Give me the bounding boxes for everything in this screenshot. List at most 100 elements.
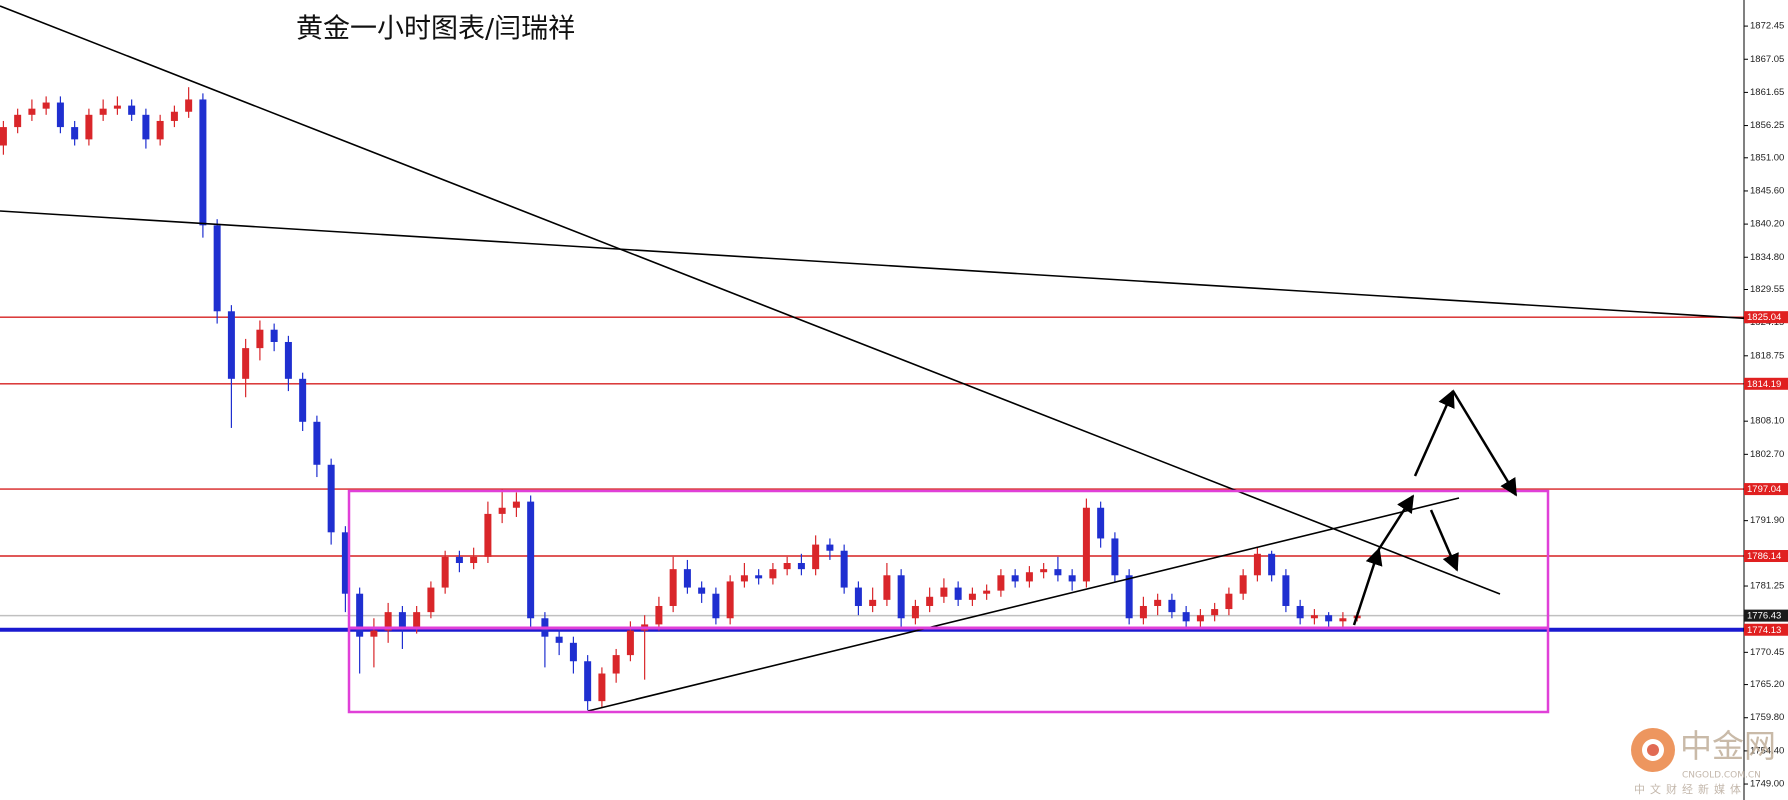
candle-body <box>669 569 677 606</box>
y-tick-label: 1856.25 <box>1750 120 1784 131</box>
candle-body <box>227 311 235 379</box>
candle-body <box>213 225 221 312</box>
candle-body <box>1011 575 1019 582</box>
candle-body <box>940 587 948 597</box>
y-tick-label: 1802.70 <box>1750 449 1784 460</box>
chart-title: 黄金一小时图表/闫瑞祥 <box>296 14 575 45</box>
candle-body <box>71 127 79 140</box>
candle-body <box>1310 615 1318 619</box>
price-label-box <box>1744 483 1788 496</box>
candle-body <box>156 120 164 140</box>
y-tick-label: 1845.60 <box>1750 185 1784 196</box>
price-label: 1825.04 <box>1747 312 1781 323</box>
candle-body <box>170 111 178 121</box>
candle-body <box>398 612 406 628</box>
candle-body <box>584 661 592 702</box>
candle-body <box>1097 507 1105 539</box>
candle-body <box>769 569 777 579</box>
y-tick-label: 1867.05 <box>1750 54 1784 65</box>
candle-body <box>85 114 93 140</box>
candle-body <box>655 605 663 625</box>
candle-body <box>1054 569 1062 576</box>
trend-line <box>0 210 1788 322</box>
price-label-box <box>1744 609 1788 622</box>
candle-body <box>897 575 905 619</box>
candle-body <box>883 575 891 600</box>
price-label-box <box>1744 311 1788 324</box>
support-line <box>587 497 1460 712</box>
arrow <box>1429 509 1459 572</box>
candle-body <box>498 507 506 514</box>
trend-line <box>0 5 1501 595</box>
candle-body <box>598 673 606 702</box>
candle-body <box>555 636 563 643</box>
candle-body <box>726 581 734 619</box>
candle-body <box>1182 612 1190 622</box>
candle-body <box>1111 538 1119 576</box>
candle-body <box>299 378 307 422</box>
range-box <box>347 489 1550 714</box>
candle-body <box>527 501 535 619</box>
candle-body <box>826 544 834 551</box>
candle-body <box>327 464 335 533</box>
candle-body <box>28 108 36 115</box>
price-label: 1774.13 <box>1747 625 1781 636</box>
candle-body <box>1154 599 1162 606</box>
candle-body <box>455 556 463 564</box>
y-tick-label: 1781.25 <box>1750 581 1784 592</box>
arrow <box>1413 389 1455 477</box>
candle-body <box>313 421 321 465</box>
candle-body <box>911 605 919 619</box>
candle-body <box>1268 553 1276 576</box>
annotations <box>0 5 1788 714</box>
candle-body <box>242 348 250 379</box>
candle-body <box>1082 507 1090 582</box>
candle-body <box>1253 553 1261 576</box>
y-tick-label: 1829.55 <box>1750 284 1784 295</box>
y-tick-label: 1840.20 <box>1750 219 1784 230</box>
candle-body <box>14 114 22 128</box>
candle-body <box>840 550 848 588</box>
candle-body <box>869 599 877 606</box>
watermark-domain: CNGOLD.COM.CN <box>1682 771 1761 781</box>
candle-body <box>1025 572 1033 582</box>
candle-body <box>370 630 378 637</box>
logo <box>1647 744 1659 756</box>
candle-body <box>983 590 991 594</box>
candle-body <box>384 612 392 631</box>
candle-body <box>256 329 264 349</box>
candle-body <box>1068 575 1076 582</box>
y-axis-ticks: 1872.45 1867.05 1861.65 1856.25 1851.00 1845.… <box>1744 21 1784 790</box>
candle-body <box>356 593 364 637</box>
candle-body <box>284 341 292 379</box>
price-labels: 1825.04 1814.19 1797.04 1786.14 1776.43 1774.… <box>1744 311 1788 636</box>
y-tick-label: 1851.00 <box>1750 152 1784 163</box>
candle-body <box>683 569 691 588</box>
candle-body <box>42 102 50 109</box>
candle-body <box>441 556 449 588</box>
candle-body <box>113 105 121 109</box>
candle-body <box>1168 599 1176 613</box>
candle-body <box>1125 575 1133 619</box>
candle-body <box>740 575 748 582</box>
candle-body <box>185 99 193 112</box>
price-label-box <box>1744 550 1788 563</box>
watermark: 中金网 CNGOLD.COM.CN 中文财经新媒体 <box>1631 727 1776 796</box>
candle-body <box>413 612 421 628</box>
candle-body <box>1211 609 1219 616</box>
y-tick-label: 1818.75 <box>1750 350 1784 361</box>
candle-body <box>1225 593 1233 610</box>
arrow <box>1352 547 1383 626</box>
candle-body <box>569 642 577 662</box>
arrow <box>1451 390 1518 497</box>
y-tick-label: 1808.10 <box>1750 416 1784 427</box>
candle-body <box>270 329 278 342</box>
candle-body <box>470 556 478 564</box>
candle-body <box>997 575 1005 591</box>
candle-body <box>427 587 435 613</box>
candle-body <box>199 99 207 226</box>
candle-body <box>1139 605 1147 619</box>
candle-body <box>341 532 349 594</box>
candle-body <box>1040 569 1048 573</box>
